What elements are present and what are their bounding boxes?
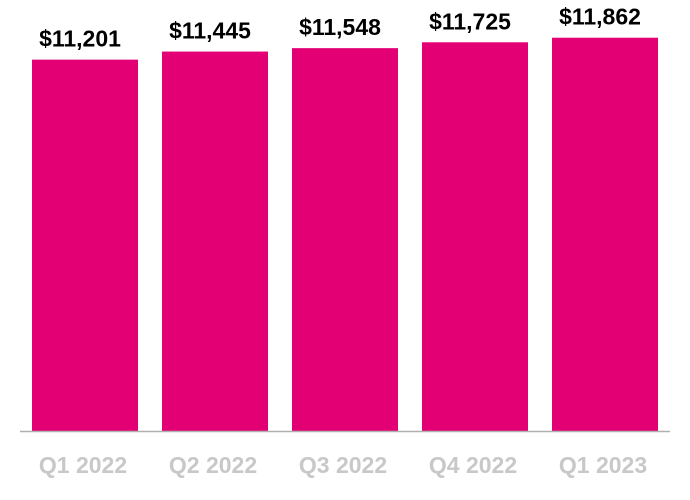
x-tick-label-2: Q2 2022 <box>169 452 257 478</box>
tick-labels-group: Q1 2022 Q2 2022 Q3 2022 Q4 2022 Q1 2023 <box>39 452 647 478</box>
bar-3 <box>292 48 398 432</box>
x-tick-label-5: Q1 2023 <box>559 452 647 478</box>
value-label-1: $11,201 <box>39 26 121 52</box>
x-tick-label-4: Q4 2022 <box>429 452 517 478</box>
x-tick-label-1: Q1 2022 <box>39 452 127 478</box>
value-labels-group: $11,201 $11,445 $11,548 $11,725 $11,862 <box>39 4 641 52</box>
x-tick-label-3: Q3 2022 <box>299 452 387 478</box>
value-label-2: $11,445 <box>169 18 251 44</box>
bars-group <box>32 37 658 432</box>
value-label-3: $11,548 <box>299 14 381 40</box>
bar-4 <box>422 42 528 432</box>
value-label-5: $11,862 <box>559 4 641 30</box>
bar-2 <box>162 51 268 431</box>
bar-5 <box>552 37 658 432</box>
value-label-4: $11,725 <box>429 8 511 34</box>
bar-1 <box>32 59 138 431</box>
